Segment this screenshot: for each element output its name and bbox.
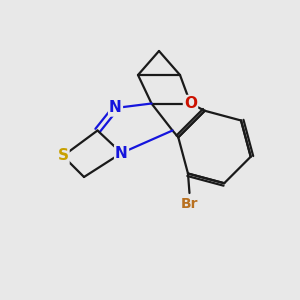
Text: S: S: [58, 148, 68, 164]
Text: Br: Br: [181, 196, 198, 211]
Text: N: N: [109, 100, 122, 116]
Text: N: N: [115, 146, 128, 160]
Text: O: O: [184, 96, 197, 111]
